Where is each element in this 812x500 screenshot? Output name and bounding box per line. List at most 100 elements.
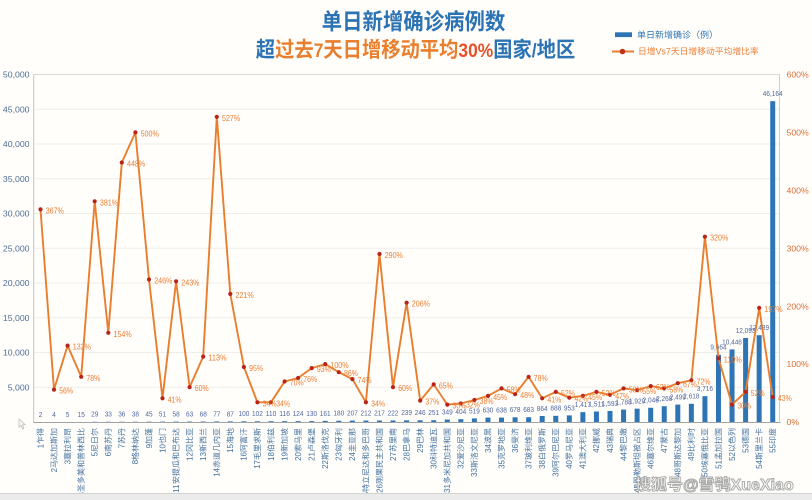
svg-text:47%: 47% [615,392,629,401]
svg-text:29: 29 [91,410,98,419]
svg-text:300%: 300% [787,243,809,253]
svg-text:243%: 243% [181,278,199,287]
svg-text:18: 18 [267,451,276,460]
svg-text:XueXiao: XueXiao [731,477,794,494]
svg-text:14: 14 [213,467,222,476]
svg-text:12: 12 [185,451,194,460]
svg-text:206%: 206% [412,300,430,309]
svg-text:1,593: 1,593 [602,399,618,408]
svg-text:51: 51 [714,459,723,468]
svg-text:46,164: 46,164 [763,89,783,98]
svg-text:239: 239 [401,408,412,417]
svg-text:12,489: 12,489 [749,323,769,332]
svg-text:349: 349 [442,408,453,417]
svg-text:/: / [532,39,537,61]
svg-text:251: 251 [428,408,439,417]
svg-text:7: 7 [118,443,127,448]
svg-text:63: 63 [186,410,193,419]
svg-text:39: 39 [552,467,561,476]
svg-text:58%: 58% [629,385,643,394]
svg-text:100: 100 [239,409,250,418]
svg-text:55: 55 [769,443,778,452]
svg-text:53: 53 [741,443,750,452]
svg-text:320%: 320% [710,234,728,243]
svg-text:70%: 70% [290,379,304,388]
svg-text:86%: 86% [344,369,358,378]
svg-text:21: 21 [307,451,316,460]
svg-text:60%: 60% [398,384,412,393]
svg-text:953: 953 [564,403,575,412]
svg-text:33: 33 [470,467,479,476]
svg-text:5,000: 5,000 [8,382,30,392]
svg-text:400%: 400% [787,185,809,195]
svg-text:116: 116 [279,409,290,418]
svg-text:20,000: 20,000 [3,278,30,288]
svg-text:52%: 52% [602,389,616,398]
svg-text:78%: 78% [86,374,100,383]
svg-text:87: 87 [227,409,234,418]
svg-text:52%: 52% [561,389,575,398]
svg-text:74%: 74% [358,376,372,385]
svg-text:35: 35 [497,459,506,468]
svg-text:36: 36 [511,443,520,452]
svg-text:500%: 500% [141,129,159,138]
svg-text:864: 864 [537,404,548,413]
svg-text:124: 124 [293,409,304,418]
svg-text:40: 40 [565,459,574,468]
svg-text:10: 10 [158,443,167,452]
svg-text:207: 207 [347,409,358,418]
svg-text:2: 2 [50,467,59,472]
svg-text:31: 31 [443,483,452,492]
svg-text:44: 44 [619,451,628,460]
svg-text:38: 38 [538,459,547,468]
svg-text:10,446: 10,446 [722,337,742,346]
svg-text:500%: 500% [787,128,809,138]
svg-text:7: 7 [314,39,324,61]
svg-text:5: 5 [91,451,100,456]
svg-text:24: 24 [348,451,357,460]
svg-text:45%: 45% [493,393,507,402]
svg-text:49: 49 [687,451,696,460]
svg-text:35,000: 35,000 [3,174,30,184]
svg-text:93%: 93% [317,365,331,374]
svg-text:130: 130 [306,409,317,418]
svg-text:1,920: 1,920 [629,397,645,406]
svg-text:43%: 43% [778,394,792,403]
svg-text:38%: 38% [480,397,494,406]
svg-text:30,000: 30,000 [3,209,30,219]
svg-text:11: 11 [172,484,181,493]
svg-text:197%: 197% [764,305,782,314]
svg-text:30%: 30% [737,402,751,411]
svg-text:381%: 381% [100,198,118,207]
svg-text:1,511: 1,511 [588,399,604,408]
svg-text:180: 180 [333,409,344,418]
svg-text:246%: 246% [154,277,172,286]
svg-text:54: 54 [755,459,764,468]
svg-text:28: 28 [402,451,411,460]
svg-text:2,268: 2,268 [656,394,672,403]
svg-text:34%: 34% [276,399,290,408]
svg-text:888: 888 [550,404,561,413]
svg-text:2,046: 2,046 [643,396,659,405]
svg-text:45: 45 [145,410,152,419]
svg-text:3: 3 [63,459,72,464]
svg-text:30%: 30% [453,402,467,411]
svg-text:47: 47 [660,443,669,452]
svg-text:217: 217 [374,408,385,417]
svg-text:110%: 110% [724,355,742,364]
svg-text:77: 77 [213,409,220,418]
svg-text:4: 4 [52,410,56,419]
svg-text:13: 13 [199,451,208,460]
svg-text:683: 683 [523,405,534,414]
svg-text:48%: 48% [520,391,534,400]
svg-text:51: 51 [159,410,166,419]
svg-text:5: 5 [66,410,70,419]
svg-text:60%: 60% [195,384,209,393]
svg-text:161: 161 [320,409,331,418]
svg-text:200%: 200% [787,301,809,311]
svg-text:212: 212 [361,408,372,417]
svg-text:48: 48 [674,467,683,476]
svg-text:630: 630 [483,406,494,415]
svg-text:34%: 34% [263,399,277,408]
svg-text:32%: 32% [466,401,480,410]
